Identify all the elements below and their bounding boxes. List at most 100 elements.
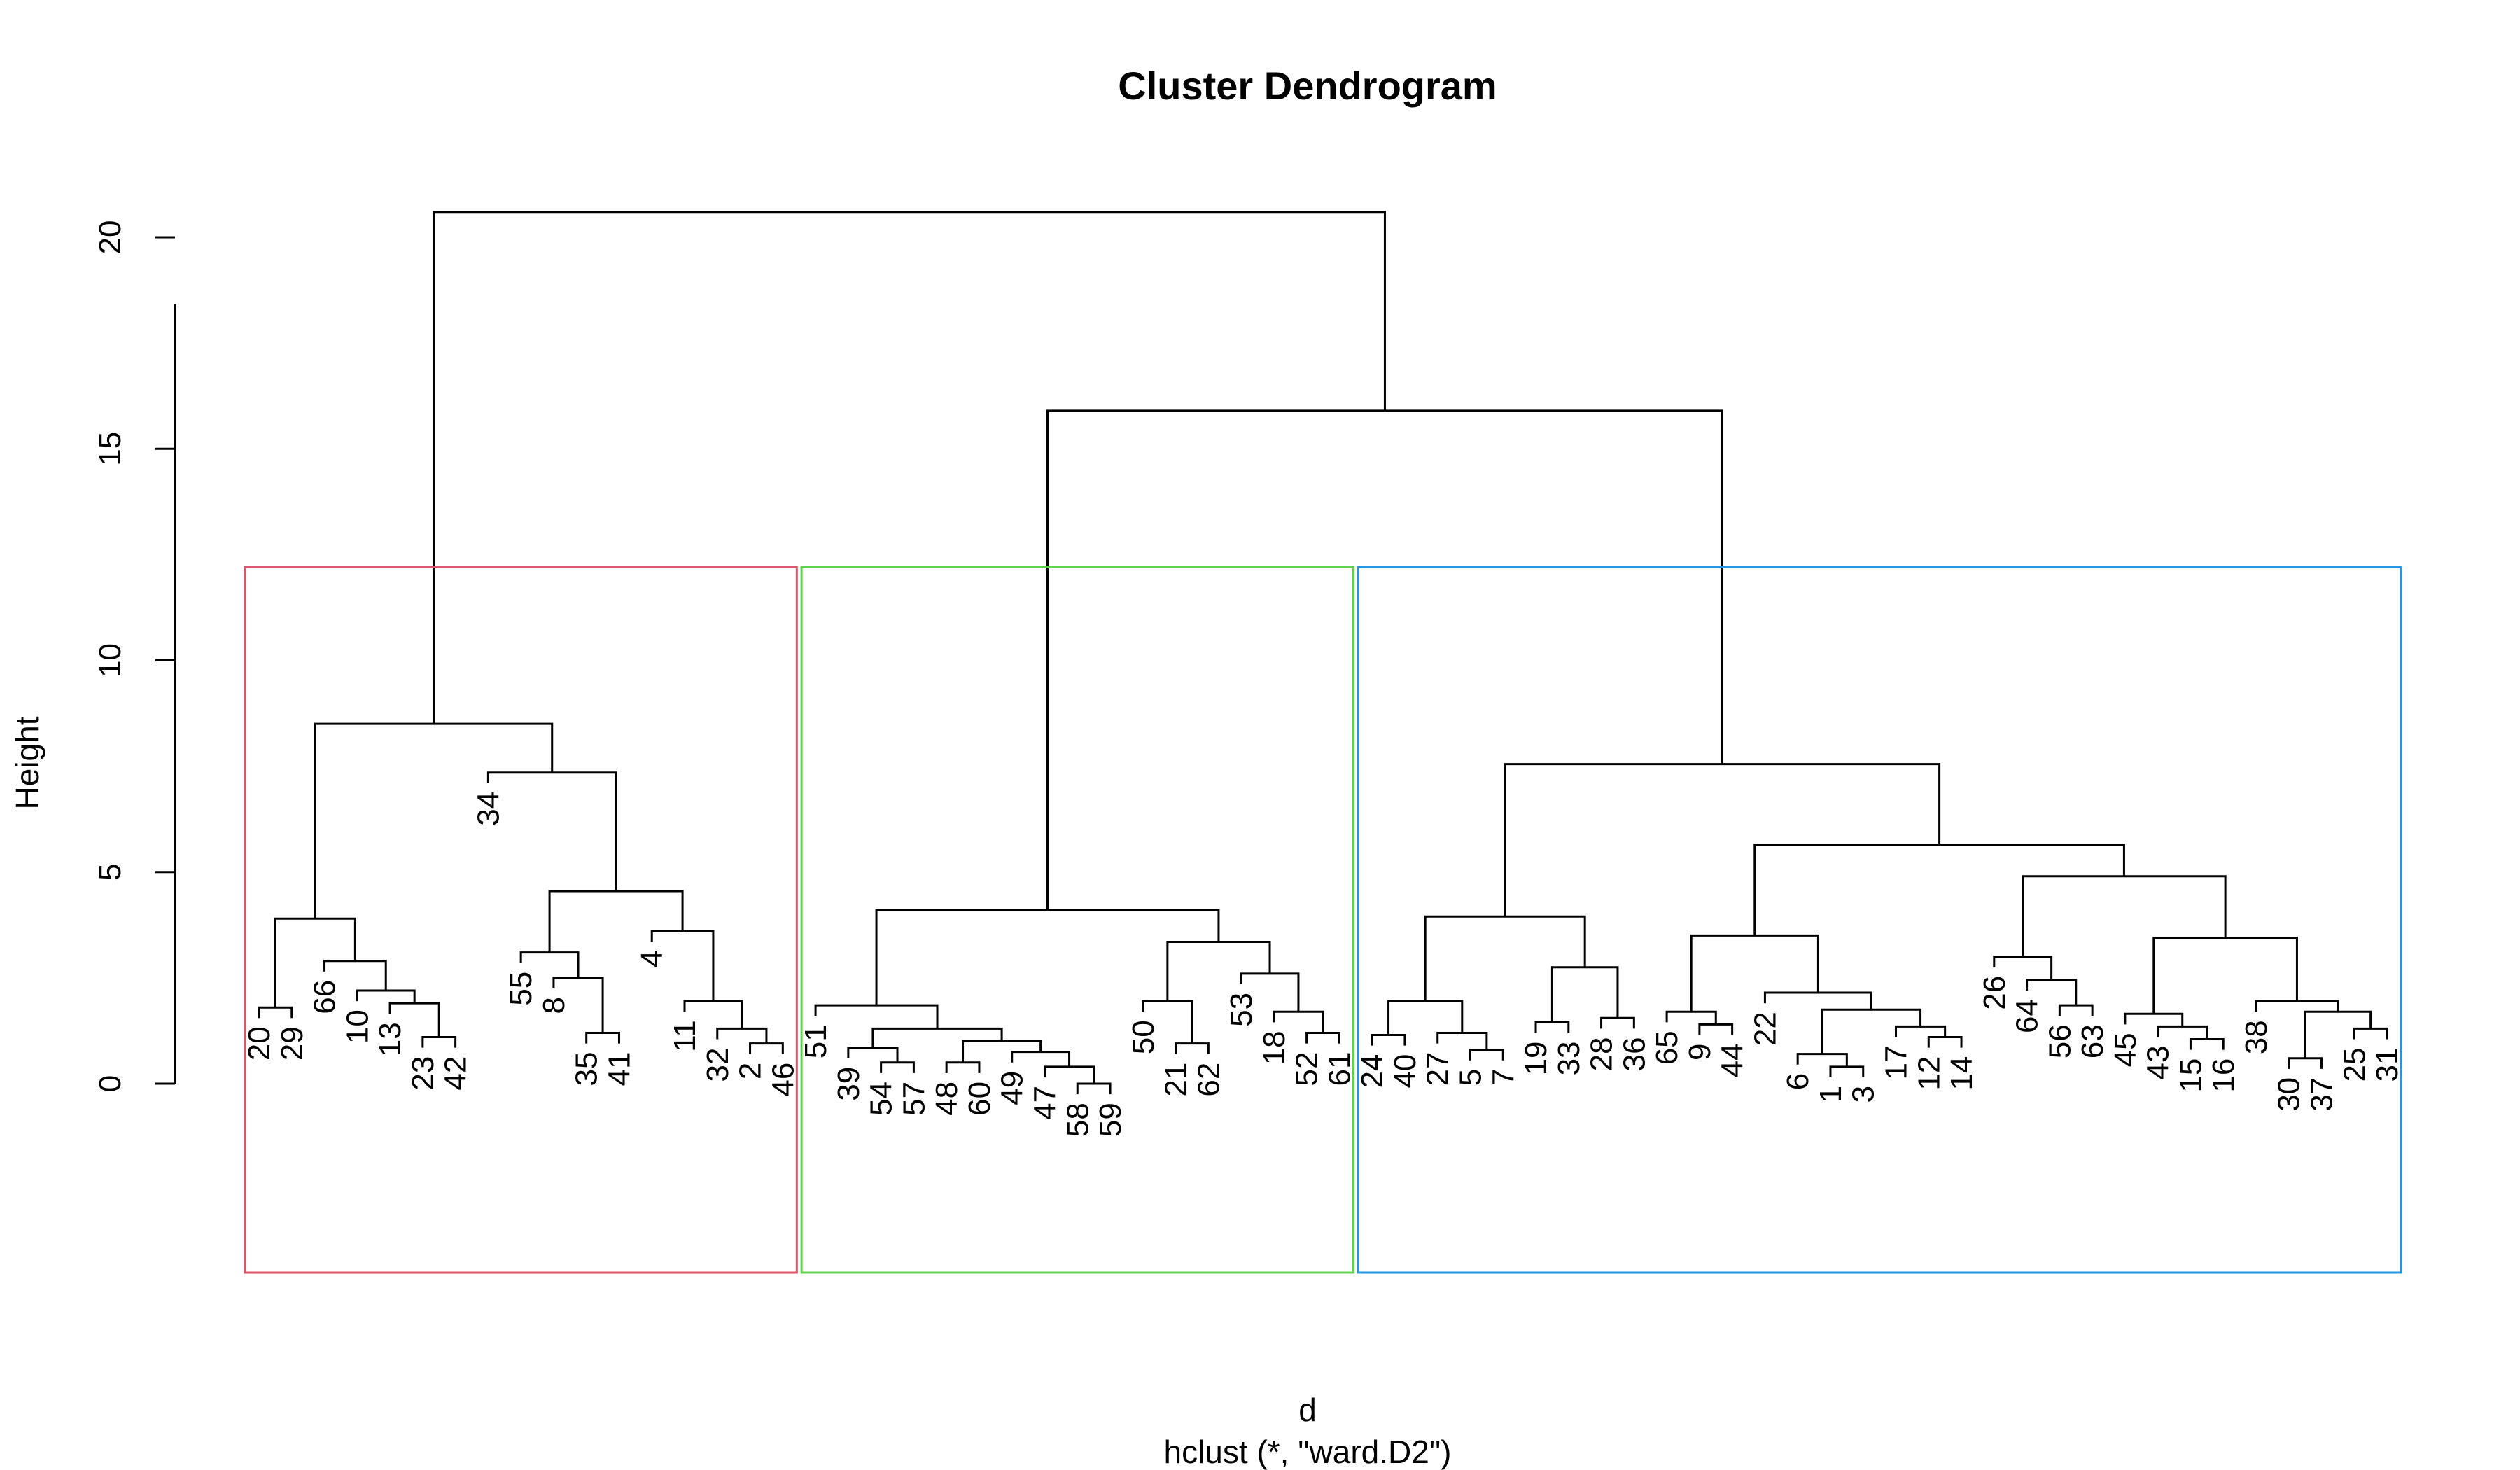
leaf-label: 32 xyxy=(701,1048,735,1082)
leaf-label: 66 xyxy=(308,980,342,1014)
leaf-label: 25 xyxy=(2337,1048,2372,1082)
merge-link xyxy=(2189,1038,2225,1050)
merge-link xyxy=(875,909,1220,1006)
leaf-label: 50 xyxy=(1126,1020,1161,1054)
merge-link xyxy=(1166,940,1271,1002)
leaf-label: 13 xyxy=(373,1022,407,1056)
leaf-label: 27 xyxy=(1421,1052,1455,1086)
leaf-label: 1 xyxy=(1814,1086,1848,1102)
merge-link xyxy=(1043,1065,1096,1084)
merge-link xyxy=(880,1061,915,1073)
x-axis-label: d xyxy=(1298,1392,1317,1428)
leaf-label: 9 xyxy=(1683,1043,1717,1060)
merge-link xyxy=(2353,1027,2388,1040)
y-axis: 0 5 10 15 20 xyxy=(93,220,176,1092)
leaf-label: 39 xyxy=(832,1067,866,1101)
leaf-label: 20 xyxy=(242,1026,276,1060)
merge-link xyxy=(1690,934,1819,1012)
merge-link xyxy=(1076,1082,1112,1095)
merge-link xyxy=(2157,1025,2208,1040)
leaf-label: 45 xyxy=(2108,1032,2143,1067)
cluster-boxes xyxy=(244,566,2402,1274)
merge-link xyxy=(1698,1023,1734,1035)
leaf-label: 29 xyxy=(275,1026,309,1060)
y-tick-label: 0 xyxy=(93,1075,127,1092)
merge-link xyxy=(2022,875,2227,957)
leaf-label: 37 xyxy=(2305,1077,2339,1112)
leaf-label: 24 xyxy=(1355,1054,1390,1088)
merge-link xyxy=(1387,1000,1464,1035)
y-axis-label: Height xyxy=(9,716,46,809)
leaf-label: 42 xyxy=(439,1056,473,1091)
leaf-label: 15 xyxy=(2174,1058,2208,1093)
merge-link xyxy=(1175,1042,1210,1054)
cluster-box xyxy=(800,566,1354,1274)
merge-link xyxy=(2026,979,2078,1006)
merge-link xyxy=(548,890,684,953)
merge-link xyxy=(716,1027,768,1044)
merge-link xyxy=(1424,915,1586,1002)
leaf-label: 36 xyxy=(1617,1037,1651,1071)
leaf-label: 34 xyxy=(471,792,505,826)
leaf-label: 31 xyxy=(2370,1048,2404,1082)
leaf-label: 46 xyxy=(766,1063,800,1097)
leaf-label: 64 xyxy=(2010,999,2045,1033)
leaf-label: 17 xyxy=(1879,1046,1914,1080)
leaf-label: 38 xyxy=(2239,1020,2274,1054)
merge-link xyxy=(1763,991,1872,1010)
merge-link xyxy=(2124,1012,2184,1027)
leaf-label: 62 xyxy=(1191,1063,1226,1097)
leaf-label: 5 xyxy=(1453,1069,1488,1086)
merge-link xyxy=(356,989,416,1004)
merge-link xyxy=(258,1006,293,1018)
merge-link xyxy=(1829,1065,1865,1077)
leaf-label: 59 xyxy=(1093,1102,1128,1137)
merge-link xyxy=(1796,1053,1848,1067)
leaf-label: 40 xyxy=(1388,1054,1422,1088)
leaf-label: 54 xyxy=(864,1082,899,1116)
leaf-label: 16 xyxy=(2206,1058,2241,1093)
merge-link xyxy=(2058,1004,2094,1016)
dendrogram-tree xyxy=(258,211,2388,1095)
merge-link xyxy=(1927,1036,1963,1048)
cluster-box xyxy=(244,566,798,1274)
merge-link xyxy=(421,1036,457,1048)
merge-link xyxy=(1754,843,2125,936)
merge-link xyxy=(388,1002,440,1037)
merge-link xyxy=(814,1004,939,1029)
leaf-label: 28 xyxy=(1585,1037,1619,1071)
merge-link xyxy=(1665,1010,1717,1025)
merge-link xyxy=(1504,763,1941,917)
y-tick-label: 15 xyxy=(93,432,127,466)
merge-link xyxy=(945,1061,981,1073)
leaf-label: 55 xyxy=(504,972,538,1006)
leaf-label: 44 xyxy=(1716,1043,1750,1077)
merge-link xyxy=(1895,1025,1947,1037)
merge-link xyxy=(486,771,617,891)
leaf-label: 43 xyxy=(2141,1046,2176,1080)
leaf-label: 26 xyxy=(1977,976,2012,1010)
merge-link xyxy=(872,1027,1003,1048)
leaf-label: 6 xyxy=(1781,1073,1815,1090)
merge-link xyxy=(1046,410,1723,911)
leaf-label: 19 xyxy=(1519,1041,1553,1075)
cluster-box xyxy=(1357,566,2402,1274)
leaf-label: 48 xyxy=(930,1082,964,1116)
merge-link xyxy=(1273,1010,1324,1033)
merge-link xyxy=(2288,1057,2323,1069)
leaf-label: 3 xyxy=(1847,1086,1881,1102)
leaf-label: 35 xyxy=(570,1052,604,1086)
leaf-label: 22 xyxy=(1748,1011,1782,1046)
merge-link xyxy=(1436,1031,1488,1050)
leaf-label: 21 xyxy=(1159,1063,1194,1097)
merge-link xyxy=(1469,1049,1504,1060)
leaf-label: 65 xyxy=(1650,1030,1684,1065)
merge-link xyxy=(585,1031,620,1044)
leaf-label: 63 xyxy=(2076,1024,2110,1058)
leaf-label: 7 xyxy=(1486,1069,1520,1086)
merge-link xyxy=(749,1042,784,1054)
merge-link xyxy=(2255,1000,2339,1012)
leaf-label: 4 xyxy=(635,950,669,967)
leaf-label: 47 xyxy=(1028,1086,1062,1120)
merge-link xyxy=(1550,966,1619,1023)
